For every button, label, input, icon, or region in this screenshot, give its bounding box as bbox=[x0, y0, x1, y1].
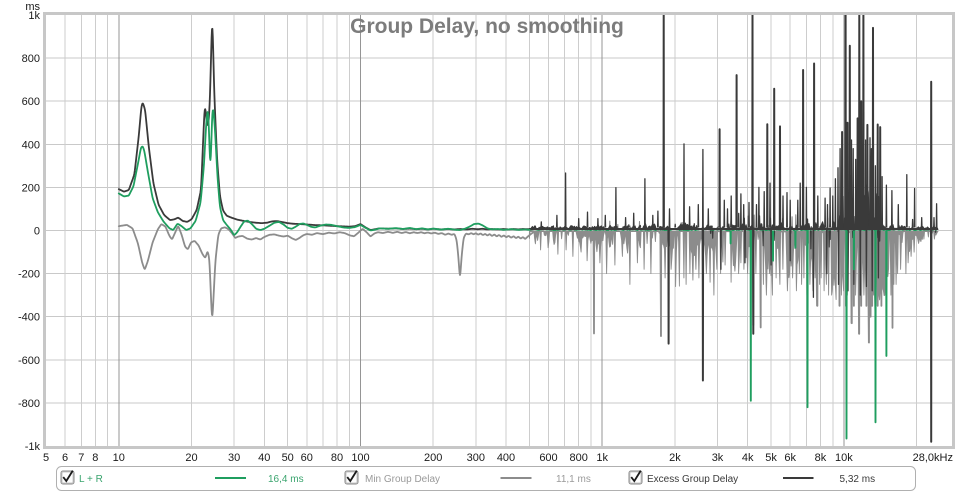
svg-text:11,1 ms: 11,1 ms bbox=[556, 474, 591, 485]
svg-text:8k: 8k bbox=[815, 452, 827, 464]
svg-text:20: 20 bbox=[185, 452, 197, 464]
svg-text:400: 400 bbox=[497, 452, 515, 464]
svg-text:5k: 5k bbox=[765, 452, 777, 464]
svg-text:3k: 3k bbox=[712, 452, 724, 464]
svg-text:-200: -200 bbox=[18, 269, 40, 281]
svg-text:600: 600 bbox=[22, 96, 40, 108]
svg-text:300: 300 bbox=[467, 452, 485, 464]
svg-text:80: 80 bbox=[331, 452, 343, 464]
svg-text:-1k: -1k bbox=[25, 441, 41, 453]
svg-text:16,4 ms: 16,4 ms bbox=[268, 474, 304, 485]
svg-text:L + R: L + R bbox=[79, 474, 103, 485]
svg-text:400: 400 bbox=[22, 139, 40, 151]
svg-text:30: 30 bbox=[228, 452, 240, 464]
svg-text:5,32 ms: 5,32 ms bbox=[840, 474, 876, 485]
svg-text:2k: 2k bbox=[669, 452, 681, 464]
svg-text:200: 200 bbox=[22, 182, 40, 194]
svg-text:7: 7 bbox=[78, 452, 84, 464]
svg-text:-400: -400 bbox=[18, 312, 40, 324]
svg-text:-800: -800 bbox=[18, 398, 40, 410]
svg-text:5: 5 bbox=[43, 452, 49, 464]
svg-text:100: 100 bbox=[351, 452, 369, 464]
svg-text:ms: ms bbox=[25, 1, 40, 13]
svg-text:6k: 6k bbox=[784, 452, 796, 464]
svg-text:6: 6 bbox=[62, 452, 68, 464]
svg-text:800: 800 bbox=[570, 452, 588, 464]
svg-text:600: 600 bbox=[539, 452, 557, 464]
svg-text:60: 60 bbox=[301, 452, 313, 464]
svg-text:50: 50 bbox=[282, 452, 294, 464]
svg-text:Group Delay, no smoothing: Group Delay, no smoothing bbox=[350, 15, 624, 38]
svg-text:-600: -600 bbox=[18, 355, 40, 367]
svg-text:10: 10 bbox=[113, 452, 125, 464]
svg-text:200: 200 bbox=[424, 452, 442, 464]
svg-text:10k: 10k bbox=[835, 452, 853, 464]
svg-text:Min Group Delay: Min Group Delay bbox=[365, 474, 440, 485]
svg-text:Excess Group Delay: Excess Group Delay bbox=[647, 474, 738, 485]
svg-text:0: 0 bbox=[34, 226, 40, 238]
svg-text:1k: 1k bbox=[596, 452, 608, 464]
svg-text:8: 8 bbox=[92, 452, 98, 464]
svg-text:800: 800 bbox=[22, 53, 40, 65]
svg-text:40: 40 bbox=[258, 452, 270, 464]
svg-text:1k: 1k bbox=[28, 10, 40, 22]
svg-text:4k: 4k bbox=[742, 452, 754, 464]
svg-text:28,0kHz: 28,0kHz bbox=[913, 452, 953, 464]
